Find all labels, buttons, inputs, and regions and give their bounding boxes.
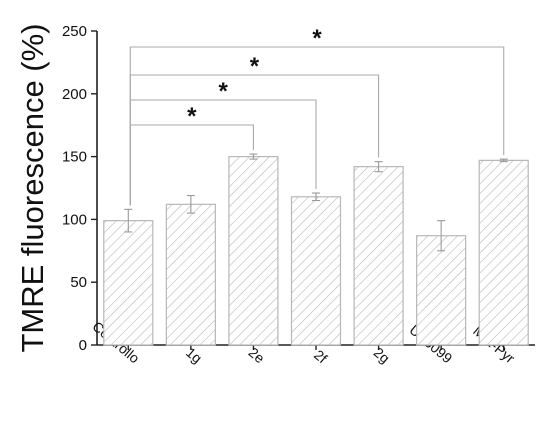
bar-2e (228, 156, 279, 346)
bar-2g (353, 166, 404, 346)
y-axis-label: TMRE fluorescence (%) (15, 23, 50, 352)
y-tick-label: 150 (62, 149, 87, 166)
significance-bracket (129, 46, 505, 206)
bar-2f (290, 196, 342, 346)
bar-1g (165, 203, 216, 346)
bars (103, 153, 529, 346)
significance-brackets: * * * * (129, 25, 505, 206)
significance-bracket (129, 99, 317, 206)
bar-met-pyr (478, 159, 529, 346)
y-tick-label: 200 (62, 86, 87, 103)
bar-uk5099 (416, 235, 467, 346)
significance-star: * (250, 53, 260, 80)
x-tick-label: 2f (311, 347, 330, 367)
x-tick-label: 2g (371, 344, 393, 366)
significance-star: * (218, 78, 228, 105)
bar-controllo (103, 220, 154, 346)
significance-star: * (187, 103, 197, 130)
x-tick-label: 2e (246, 344, 268, 366)
y-tick-label: 50 (70, 274, 87, 291)
y-tick-label: 250 (62, 23, 87, 40)
y-tick-label: 100 (62, 211, 87, 228)
y-tick-label: 0 (79, 337, 87, 354)
significance-star: * (312, 25, 322, 52)
x-tick-label: 1g (183, 344, 205, 366)
